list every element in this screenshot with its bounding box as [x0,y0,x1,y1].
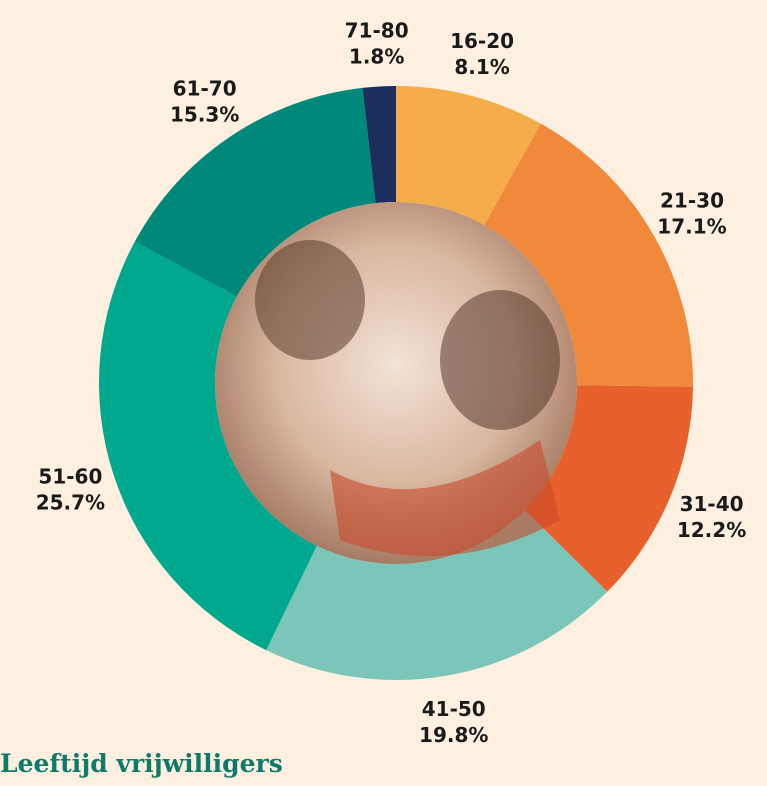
center-photo [215,202,577,564]
slice-category: 61-70 [173,77,237,101]
donut-slice [362,86,396,204]
photo-shape [440,290,560,430]
slice-value-label: 17.1% [657,215,726,239]
donut-slice [266,510,608,680]
donut-slice [98,241,317,651]
slice-category: 16-20 [450,29,514,53]
slice-value-label: 15.3% [170,103,239,127]
donut-slice [396,86,541,225]
donut-slice [484,123,693,387]
slice-category: 51-60 [38,465,102,489]
slice-value-label: 12.2% [677,518,746,542]
slice-category: 71-80 [345,19,409,43]
donut-slice [134,87,376,297]
slice-category: 31-40 [680,492,744,516]
photo-shape [255,240,365,360]
slice-value-label: 8.1% [454,55,509,79]
slice-value-label: 19.8% [419,723,488,747]
slice-category: 21-30 [660,189,724,213]
donut [98,86,693,680]
photo-shape [330,440,560,556]
chart-title: Leeftijd vrijwilligers [0,749,283,778]
slice-value-label: 25.7% [36,491,105,515]
slice-category: 41-50 [422,697,486,721]
slice-value-label: 1.8% [349,45,404,69]
donut-slice [524,385,693,592]
